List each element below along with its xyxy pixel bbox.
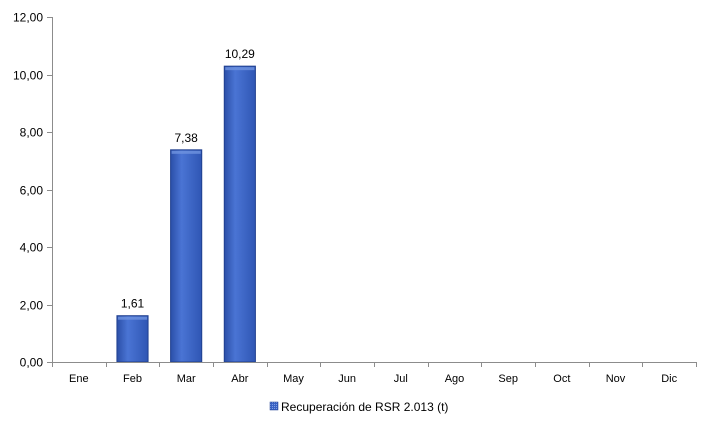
- legend-entry: Recuperación de RSR 2.013 (t): [281, 400, 448, 414]
- legend: Recuperación de RSR 2.013 (t): [269, 400, 448, 414]
- bar-top-highlight: [171, 150, 201, 154]
- data-label: 1,61: [121, 297, 145, 311]
- x-tick-label: May: [283, 373, 304, 385]
- x-tick-label: Mar: [177, 373, 196, 385]
- y-tick-label: 0,00: [20, 356, 44, 370]
- bar-top-highlight: [225, 67, 255, 71]
- x-tick-label: Oct: [553, 373, 570, 385]
- y-tick-label: 10,00: [13, 69, 43, 83]
- x-tick-label: Jun: [338, 373, 356, 385]
- x-axis-ticks: Ene Feb Mar Abr May Jun Jul Ago Sep Oct Nov Dic: [52, 362, 697, 385]
- data-label: 7,38: [174, 131, 198, 145]
- data-label: 10,29: [225, 47, 255, 61]
- x-tick-label: Ago: [445, 373, 465, 385]
- y-tick-label: 6,00: [20, 184, 44, 198]
- bar: [223, 65, 256, 363]
- y-tick-label: 8,00: [20, 126, 44, 140]
- data-labels: 1,61 7,38 10,29: [121, 47, 255, 311]
- bar-top-highlight: [117, 316, 148, 320]
- x-tick-label: Abr: [231, 373, 248, 385]
- x-tick-label: Jul: [394, 373, 408, 385]
- x-tick-label: Nov: [606, 373, 626, 385]
- y-axis-ticks: 0,00 2,00 4,00 6,00 8,00 10,00 12,00: [13, 11, 52, 370]
- legend-swatch: [269, 401, 279, 411]
- bar: [170, 149, 203, 363]
- x-tick-label: Sep: [498, 373, 518, 385]
- y-tick-label: 4,00: [20, 241, 44, 255]
- x-tick-label: Ene: [69, 373, 89, 385]
- x-tick-label: Dic: [661, 373, 677, 385]
- x-tick-label: Feb: [123, 373, 142, 385]
- bars: [116, 65, 256, 363]
- bar: [116, 315, 149, 363]
- y-tick-label: 2,00: [20, 299, 44, 313]
- y-tick-label: 12,00: [13, 11, 43, 25]
